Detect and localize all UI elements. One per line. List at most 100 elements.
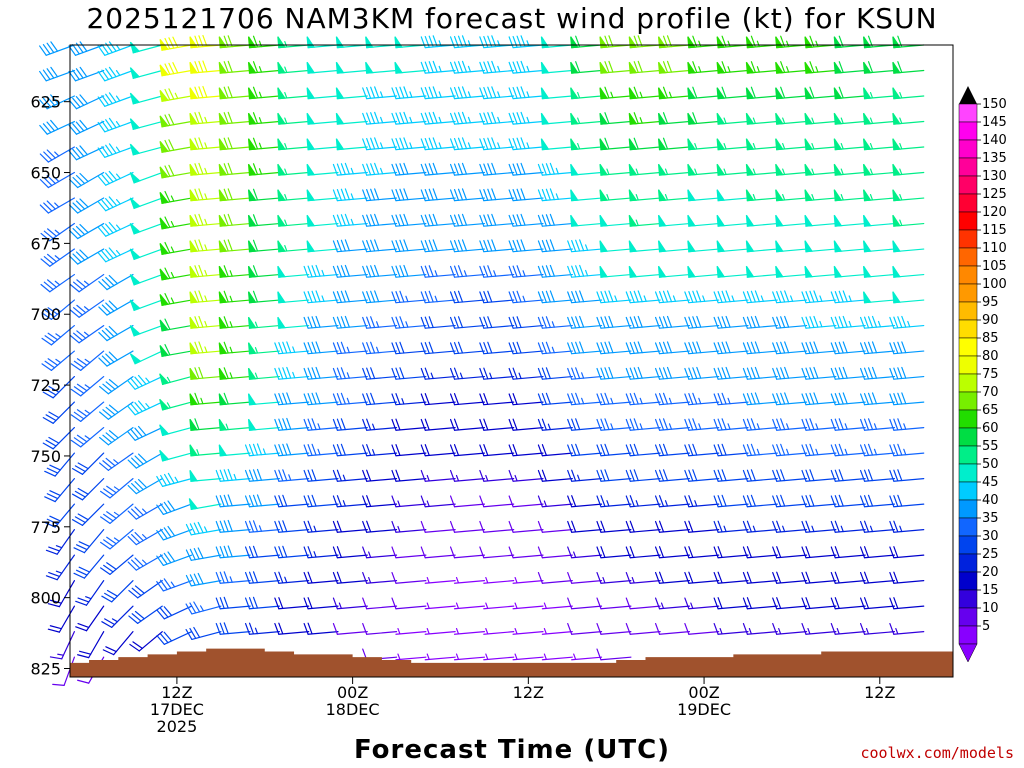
barb-half-flag (113, 459, 119, 465)
barb-pennant (657, 214, 667, 227)
barb-flag (137, 400, 147, 411)
barb-pennant (687, 87, 696, 100)
wind-barb (449, 137, 486, 151)
wind-barb (100, 529, 134, 550)
barb-pennant (833, 265, 843, 278)
barb-flag (453, 265, 460, 278)
barb-flag (256, 494, 263, 507)
wind-barb (483, 576, 515, 584)
barb-flag (106, 562, 117, 570)
barb-flag (127, 430, 136, 441)
barb-flag (72, 253, 82, 263)
wind-barb (362, 546, 398, 559)
wind-barb (420, 188, 456, 202)
barb-flag (717, 444, 723, 456)
wind-barb (830, 469, 866, 482)
barb-flag (742, 393, 748, 406)
barb-flag (772, 546, 778, 559)
barb-flag (654, 597, 661, 610)
wind-barb (332, 188, 368, 202)
wind-barb (599, 163, 632, 176)
barb-flag (545, 214, 551, 227)
wind-barb (596, 622, 632, 635)
barb-flag (391, 546, 397, 559)
barb-flag (399, 214, 405, 227)
barb-flag (512, 214, 518, 227)
barb-flag (399, 86, 405, 99)
barb-flag (784, 341, 790, 354)
barb-half-flag (899, 194, 903, 201)
barb-flag (487, 163, 493, 176)
barb-flag (252, 596, 259, 609)
barb-flag (198, 111, 204, 124)
barb-flag (366, 86, 372, 99)
barb-flag (684, 571, 690, 584)
credit-text[interactable]: coolwx.com/models (860, 744, 1014, 762)
barb-flag (252, 443, 259, 456)
wind-barb (277, 163, 310, 176)
barb-flag (457, 112, 464, 125)
barb-half-flag (115, 224, 121, 231)
barb-flag (303, 597, 309, 610)
wind-barb (628, 265, 661, 278)
barb-flag (717, 418, 723, 431)
barb-flag (571, 393, 577, 405)
wind-barb (247, 86, 281, 100)
barb-pennant (804, 112, 814, 125)
wind-barb (479, 188, 515, 202)
barb-flag (43, 176, 53, 187)
barb-pennant (599, 112, 608, 125)
barb-flag (516, 112, 522, 125)
wind-barb (215, 622, 251, 635)
barb-flag (105, 406, 116, 416)
wind-barb (801, 520, 837, 533)
wind-barb (244, 622, 281, 635)
wind-barb (687, 138, 720, 151)
wind-barb (69, 197, 105, 214)
barb-flag (575, 418, 581, 431)
barb-flag (43, 230, 54, 240)
barb-flag (512, 137, 518, 150)
barb-flag (248, 444, 255, 456)
barb-pennant (247, 61, 257, 74)
barb-flag (666, 315, 673, 328)
colorbar-label: 130 (982, 169, 1007, 184)
barb-flag (688, 316, 694, 329)
barb-half-flag (577, 142, 581, 150)
barb-flag (654, 367, 661, 380)
wind-barb (449, 188, 486, 202)
barb-flag (282, 418, 288, 431)
barb-half-flag (342, 474, 346, 482)
barb-half-flag (840, 142, 844, 150)
wind-barb (391, 86, 427, 100)
barb-flag (859, 444, 866, 457)
barb-flag (336, 291, 342, 303)
barb-flag (596, 393, 602, 406)
barb-flag (830, 597, 836, 610)
barb-flag (134, 506, 144, 516)
wind-barb (508, 188, 544, 202)
barb-half-flag (869, 525, 874, 533)
wind-barb (599, 189, 632, 202)
barb-flag (362, 189, 368, 202)
wind-barb (306, 189, 339, 202)
barb-half-flag (204, 346, 208, 353)
barb-flag (256, 443, 263, 456)
barb-flag (897, 316, 903, 329)
wind-barb (189, 162, 222, 176)
wind-barb (189, 111, 222, 125)
y-tick-label: 625 (30, 93, 61, 112)
barb-flag (311, 341, 317, 354)
barb-pennant (218, 112, 228, 125)
barb-flag (185, 628, 193, 641)
wind-barb (479, 137, 515, 151)
barb-half-flag (170, 195, 175, 202)
barb-flag (809, 367, 815, 380)
barb-half-flag (401, 398, 405, 405)
barb-flag (75, 626, 88, 632)
barb-flag (76, 330, 87, 339)
barb-flag (391, 342, 397, 355)
wind-barb (540, 138, 573, 151)
barb-flag (420, 214, 426, 227)
barb-flag (479, 265, 485, 278)
